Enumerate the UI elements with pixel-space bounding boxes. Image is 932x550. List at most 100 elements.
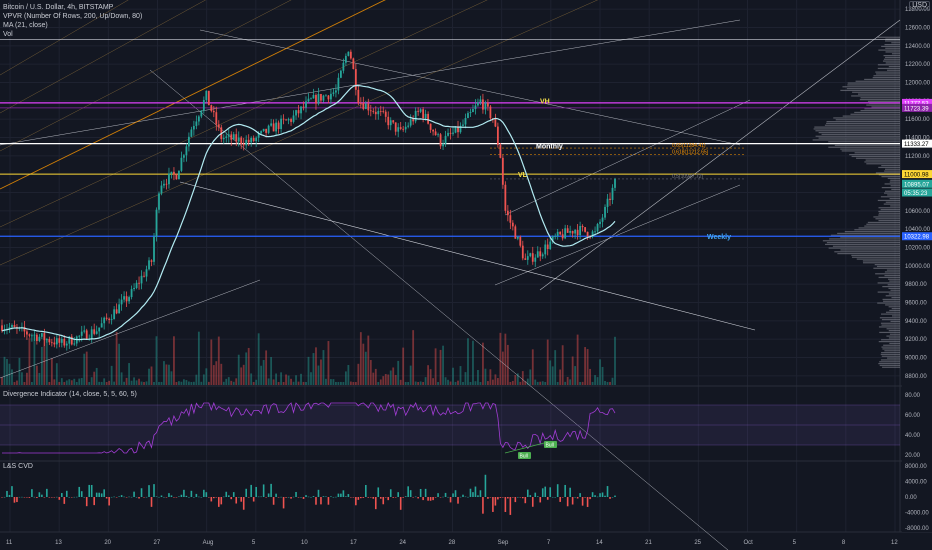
candle-body: [315, 94, 317, 104]
cvd-bar: [452, 493, 454, 497]
cvd-bar: [357, 497, 360, 500]
volume-bar: [444, 377, 447, 385]
cvd-bar: [262, 484, 265, 497]
cvd-bar: [564, 484, 566, 497]
volume-profile-row: [888, 306, 900, 308]
volume-bar: [227, 377, 230, 385]
candle-body: [429, 123, 432, 130]
candle-body: [247, 139, 250, 143]
vol-legend[interactable]: Vol: [3, 31, 13, 38]
cvd-bar: [355, 497, 357, 506]
cvd-bar: [260, 496, 262, 498]
ma-legend[interactable]: MA (21, close): [3, 22, 48, 29]
volume-bar: [339, 381, 342, 385]
volume-profile-row: [887, 194, 900, 196]
volume-bar: [168, 364, 170, 385]
volume-bar: [422, 381, 425, 385]
cvd-bar: [604, 495, 606, 497]
cvd-bar: [242, 497, 245, 510]
volume-bar: [434, 348, 437, 385]
volume-profile-row: [863, 262, 900, 264]
cvd-bar: [519, 497, 522, 498]
candle-body: [506, 210, 509, 216]
cvd-bar: [98, 492, 100, 497]
volume-bar: [354, 381, 357, 385]
annotation-3: Weekly: [707, 234, 731, 241]
cvd-bar: [307, 496, 310, 498]
cvd-bar: [165, 497, 168, 498]
cvd-bar: [23, 497, 26, 498]
candle-body: [554, 236, 557, 237]
volume-profile-row: [822, 240, 900, 242]
time-tick-label: 11: [6, 540, 13, 546]
volume-profile-row: [879, 361, 900, 363]
candle-body: [399, 127, 402, 129]
rsi-legend[interactable]: Divergence Indicator (14, close, 5, 5, 6…: [3, 391, 137, 398]
candle-body: [501, 157, 504, 185]
symbol-title[interactable]: Bitcoin / U.S. Dollar, 4h, BITSTAMP: [3, 4, 114, 11]
volume-profile-row: [812, 139, 900, 141]
cvd-bar: [449, 497, 452, 503]
cvd-bar: [579, 493, 581, 497]
cvd-bar: [295, 491, 297, 497]
candle-body: [148, 260, 150, 270]
candle-body: [143, 275, 145, 277]
cvd-bar: [315, 497, 317, 505]
volume-profile-row: [851, 254, 900, 257]
volume-profile-row: [875, 71, 900, 73]
candle-body: [190, 129, 193, 137]
volume-profile-row: [880, 196, 900, 198]
cvd-bar: [38, 492, 41, 497]
volume-profile-row: [878, 166, 900, 169]
cvd-bar: [88, 484, 91, 497]
cvd-bar: [145, 496, 148, 498]
volume-profile-row: [875, 172, 900, 174]
volume-bar: [531, 349, 534, 385]
volume-bar: [496, 378, 499, 385]
volume-bar: [220, 363, 223, 385]
vpvr-legend[interactable]: VPVR (Number Of Rows, 200, Up/Down, 80): [3, 13, 143, 20]
volume-profile-row: [875, 273, 900, 275]
volume-bar: [417, 381, 420, 385]
price-tick-label: 10000.00: [905, 264, 931, 270]
volume-bar: [474, 381, 477, 385]
trend-line: [0, 279, 261, 379]
volume-profile-row: [824, 124, 900, 126]
candle-body: [394, 122, 397, 132]
candle-body: [342, 62, 345, 71]
trend-line: [0, 19, 741, 146]
cvd-bar: [232, 492, 235, 497]
cvd-bar: [163, 496, 165, 498]
axis-bg: [902, 0, 932, 532]
volume-bar: [524, 381, 527, 385]
volume-bar: [255, 379, 258, 385]
currency-badge[interactable]: USD: [909, 1, 930, 10]
pitchfork-line: [0, 0, 488, 228]
candle-body: [409, 119, 412, 126]
volume-bar: [150, 366, 153, 385]
cvd-bar: [113, 496, 115, 498]
candle-body: [290, 119, 292, 122]
candle-body: [28, 334, 31, 336]
candle-body: [337, 77, 340, 91]
volume-bar: [85, 351, 88, 385]
candle-body: [392, 120, 395, 123]
candle-body: [536, 251, 539, 258]
cvd-bar: [561, 497, 564, 498]
candle-body: [601, 217, 604, 222]
volume-bar: [464, 372, 467, 385]
cvd-legend[interactable]: L&S CVD: [3, 463, 33, 470]
annotation-0: VH: [540, 99, 550, 106]
volume-profile-row: [885, 56, 900, 59]
volume-profile-row: [837, 253, 900, 255]
cvd-bar: [467, 496, 469, 498]
cvd-bar: [135, 496, 138, 498]
volume-bar: [21, 372, 23, 385]
volume-profile-row: [881, 319, 900, 321]
volume-bar: [564, 381, 567, 385]
volume-profile-row: [881, 176, 900, 178]
volume-bar: [31, 381, 33, 385]
candle-body: [118, 304, 121, 314]
volume-profile-row: [878, 207, 900, 209]
